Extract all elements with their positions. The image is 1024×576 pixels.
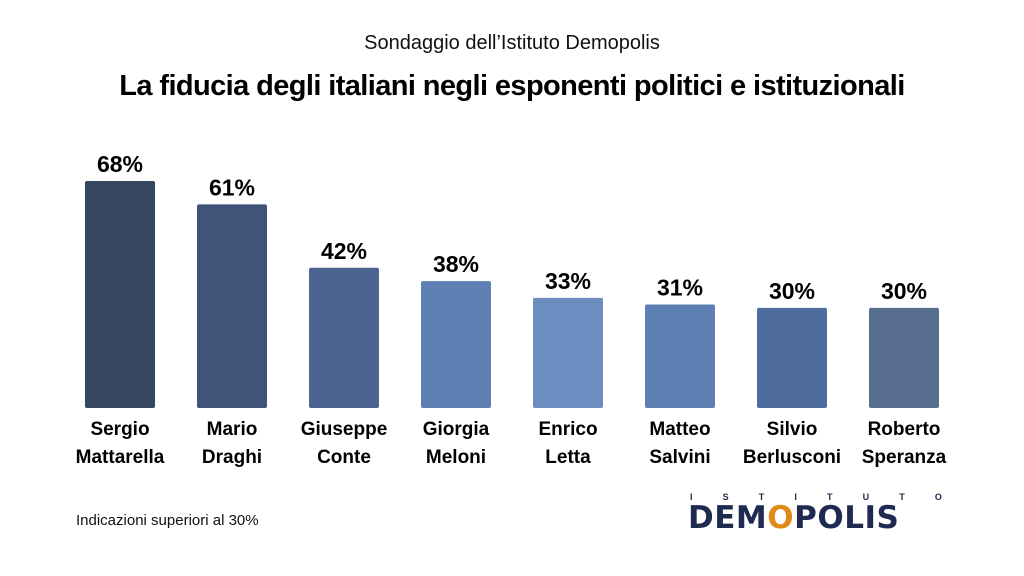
logo-text-o: O bbox=[767, 500, 795, 536]
bar-value-label: 38% bbox=[433, 251, 479, 277]
bar bbox=[309, 267, 379, 408]
logo-letter: T bbox=[758, 492, 765, 502]
bar-value-label: 31% bbox=[657, 275, 703, 301]
logo-istituto-letters: I S T I T U T O bbox=[690, 492, 942, 502]
category-label: Salvini bbox=[649, 447, 710, 468]
category-label: Matteo bbox=[649, 419, 710, 440]
bar-value-label: 33% bbox=[545, 268, 591, 294]
demopolis-logo: I S T I T U T O DEMOPOLIS bbox=[688, 492, 944, 540]
category-label: Letta bbox=[545, 447, 591, 468]
bar-value-label: 42% bbox=[321, 238, 367, 264]
logo-text-dem: DEM bbox=[688, 500, 768, 536]
logo-letter: O bbox=[934, 492, 942, 502]
category-label: Draghi bbox=[202, 447, 262, 468]
category-label: Giorgia bbox=[423, 419, 490, 440]
category-label: Mattarella bbox=[76, 447, 165, 468]
bar-value-label: 30% bbox=[769, 278, 815, 304]
logo-wordmark: DEMOPOLIS bbox=[688, 500, 944, 536]
category-label: Roberto bbox=[868, 419, 941, 440]
bar-value-label: 68% bbox=[97, 151, 143, 177]
bar bbox=[533, 297, 603, 408]
logo-letter: I bbox=[690, 492, 693, 502]
category-label: Mario bbox=[207, 419, 258, 440]
bar-value-label: 61% bbox=[209, 174, 255, 200]
bar bbox=[645, 304, 715, 408]
category-label: Silvio bbox=[767, 419, 818, 440]
category-label: Meloni bbox=[426, 447, 486, 468]
logo-letter: S bbox=[722, 492, 729, 502]
bar bbox=[85, 181, 155, 408]
category-label: Giuseppe bbox=[301, 419, 388, 440]
footnote: Indicazioni superiori al 30% bbox=[76, 512, 259, 529]
chart-title: La fiducia degli italiani negli esponent… bbox=[119, 70, 905, 102]
category-label: Sergio bbox=[90, 419, 149, 440]
logo-letter: T bbox=[827, 492, 833, 502]
bar-value-label: 30% bbox=[881, 278, 927, 304]
chart-subtitle: Sondaggio dell’Istituto Demopolis bbox=[364, 32, 660, 54]
category-label: Berlusconi bbox=[743, 447, 841, 468]
category-label: Enrico bbox=[538, 419, 597, 440]
logo-letter: T bbox=[899, 492, 905, 502]
logo-letter: U bbox=[862, 492, 870, 502]
logo-letter: I bbox=[794, 492, 797, 502]
bar bbox=[869, 307, 939, 408]
category-label: Speranza bbox=[862, 447, 947, 468]
bar bbox=[757, 307, 827, 408]
bar bbox=[421, 281, 491, 408]
logo-text-polis: POLIS bbox=[794, 500, 900, 536]
bar bbox=[197, 204, 267, 408]
category-label: Conte bbox=[317, 447, 371, 468]
